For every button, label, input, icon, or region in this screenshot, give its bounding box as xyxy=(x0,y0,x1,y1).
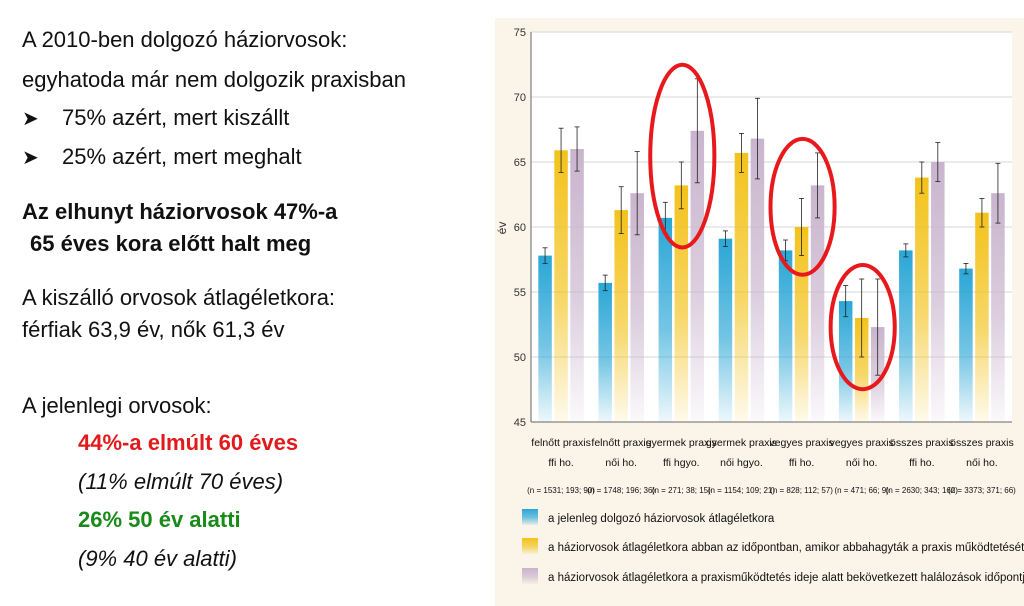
x-tick-sample-size: (n = 828; 112; 57) xyxy=(770,486,833,495)
average-age-title: A kiszálló orvosok átlagéletkora: xyxy=(22,285,336,310)
bar xyxy=(838,301,853,422)
highlight-circle xyxy=(648,62,717,250)
bar xyxy=(750,138,765,422)
x-tick-label-line1: vegyes praxis xyxy=(830,437,894,449)
bullet-text-2: 25% azért, mert meghalt xyxy=(62,144,302,169)
y-tick-label: 50 xyxy=(514,352,526,364)
bar xyxy=(718,238,733,422)
bar xyxy=(794,227,809,422)
bar xyxy=(674,185,689,422)
bar xyxy=(658,217,673,422)
legend-swatch xyxy=(522,538,538,554)
bar xyxy=(630,193,644,422)
x-tick-label-line2: női ho. xyxy=(605,457,637,469)
highlight-circle xyxy=(768,136,837,277)
bar xyxy=(570,149,584,422)
legend-label: a háziorvosok átlagéletkora abban az idő… xyxy=(548,542,1024,554)
stat-over-70: (11% elmúlt 70 éves) xyxy=(78,469,284,494)
x-tick-label-line2: ffi ho. xyxy=(789,457,815,469)
y-tick-label: 55 xyxy=(514,287,526,299)
bar xyxy=(538,255,552,422)
bar xyxy=(690,130,705,423)
bold-statement-1: Az elhunyt háziorvosok 47%-a xyxy=(22,199,338,224)
average-age-values: férfiak 63,9 év, nők 61,3 év xyxy=(22,317,285,342)
arrow-bullet-icon: ➤ xyxy=(22,108,39,130)
legend-swatch xyxy=(522,568,538,584)
y-axis-label: év xyxy=(495,222,509,235)
x-tick-sample-size: (n = 1154; 109; 21) xyxy=(708,486,776,495)
x-tick-sample-size: (n = 1748; 196; 36) xyxy=(587,486,655,495)
bold-statement-2: 65 éves kora előtt halt meg xyxy=(30,231,312,256)
stat-under-50: 26% 50 év alatti xyxy=(78,507,241,532)
y-tick-label: 65 xyxy=(514,157,526,169)
bar xyxy=(975,212,989,422)
x-tick-label-line2: női ho. xyxy=(846,457,878,469)
x-tick-label-line2: ffi ho. xyxy=(909,457,935,469)
x-tick-label-line2: női hgyo. xyxy=(720,457,763,469)
x-tick-sample-size: (n = 2630; 343; 162) xyxy=(886,486,959,495)
current-doctors-title: A jelenlegi orvosok: xyxy=(22,393,212,418)
stat-over-60: 44%-a elmúlt 60 éves xyxy=(78,430,299,455)
bar xyxy=(598,282,612,422)
x-tick-sample-size: (n = 3373; 371; 66) xyxy=(948,486,1016,495)
slide-text-panel: A 2010-ben dolgozó háziorvosok: egyhatod… xyxy=(0,0,495,606)
y-tick-label: 70 xyxy=(514,92,526,104)
highlight-circle xyxy=(828,263,897,392)
x-tick-label-line1: felnőtt praxis xyxy=(531,437,591,449)
bullet-item-2: ➤ 25% azért, mert meghalt xyxy=(22,144,302,170)
bar xyxy=(899,250,913,422)
arrow-bullet-icon: ➤ xyxy=(22,147,39,169)
y-tick-label: 60 xyxy=(514,222,526,234)
legend-swatch xyxy=(522,509,538,525)
bar xyxy=(810,185,825,422)
x-tick-sample-size: (n = 1531; 193; 90) xyxy=(527,486,595,495)
bar xyxy=(959,268,973,422)
x-tick-label-line2: ffi hgyo. xyxy=(663,457,700,469)
bar xyxy=(991,193,1005,422)
y-tick-label: 45 xyxy=(514,417,526,429)
x-tick-label-line1: gyermek praxis xyxy=(706,437,777,449)
bullet-item-1: ➤ 75% azért, mert kiszállt xyxy=(22,105,289,131)
bar xyxy=(554,150,568,423)
x-tick-label-line1: felnőtt praxis xyxy=(591,437,651,449)
x-tick-label-line1: összes praxis xyxy=(890,437,954,449)
y-tick-label: 75 xyxy=(514,27,526,39)
legend-label: a jelenleg dolgozó háziorvosok átlagélet… xyxy=(548,513,775,525)
x-tick-sample-size: (n = 271; 38; 15) xyxy=(652,486,711,495)
bar xyxy=(854,318,869,422)
bullet-text-1: 75% azért, mert kiszállt xyxy=(62,105,290,130)
bar xyxy=(734,152,749,422)
x-tick-sample-size: (n = 471; 66; 9) xyxy=(834,486,889,495)
legend-label: a háziorvosok átlagéletkora a praxisműkö… xyxy=(548,572,1024,584)
bar xyxy=(915,177,929,422)
intro-line-1: A 2010-ben dolgozó háziorvosok: xyxy=(22,27,348,52)
x-tick-label-line1: gyermek praxis xyxy=(646,437,717,449)
intro-line-2: egyhatoda már nem dolgozik praxisban xyxy=(22,67,407,92)
bar xyxy=(614,210,628,422)
x-tick-label-line2: női ho. xyxy=(966,457,998,469)
x-tick-label-line1: összes praxis xyxy=(950,437,1014,449)
x-tick-label-line2: ffi ho. xyxy=(548,457,574,469)
bar xyxy=(931,162,945,422)
x-tick-label-line1: vegyes praxis xyxy=(769,437,833,449)
bar xyxy=(778,250,793,422)
stat-under-40: (9% 40 év alatti) xyxy=(78,546,237,571)
